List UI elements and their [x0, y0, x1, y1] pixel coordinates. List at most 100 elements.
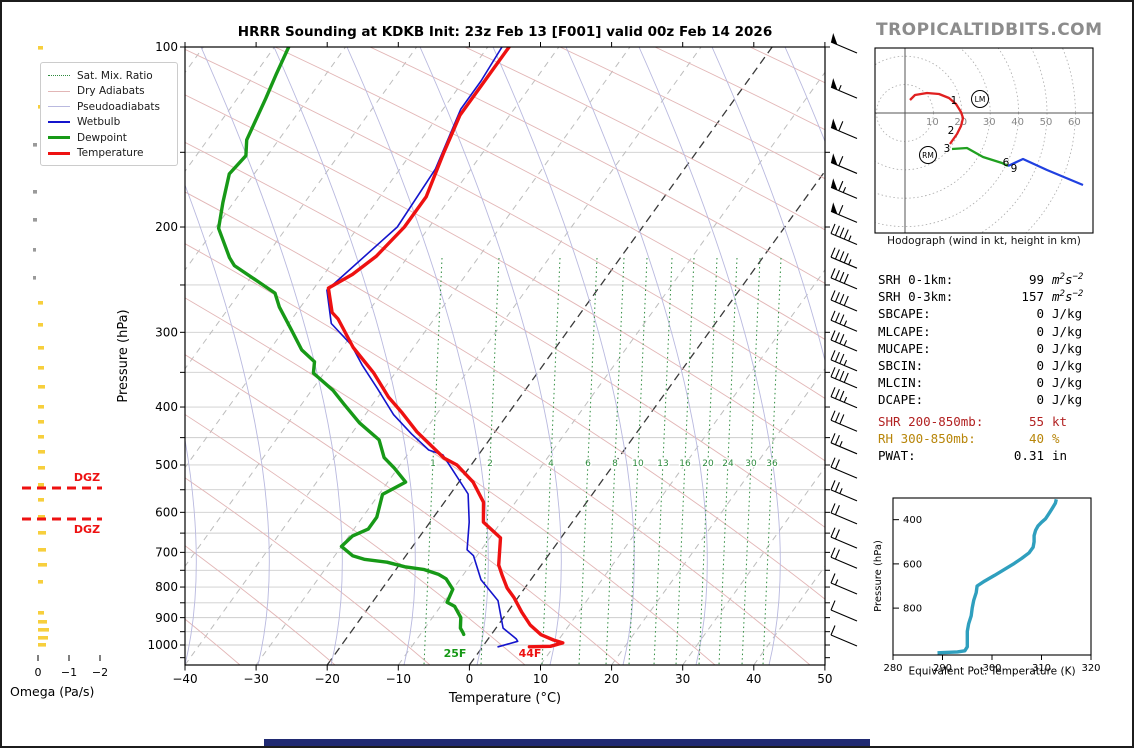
watermark-logo: TROPICALTIDBITS.COM — [876, 20, 1103, 40]
legend-item: Pseudoadiabats — [48, 99, 170, 115]
mixing-ratio-label: 20 — [702, 459, 714, 469]
stat-label: DCAPE: — [878, 392, 924, 408]
omega-tick-label: −1 — [61, 666, 77, 679]
omega-bar — [33, 143, 37, 147]
wind-barb — [830, 118, 858, 140]
pressure-tick-label: 700 — [155, 546, 178, 560]
hodo-height-label: 9 — [1011, 163, 1018, 175]
omega-bar — [38, 46, 43, 50]
stat-row: RH 300-850mb: 40% — [878, 431, 1124, 448]
mixing-ratio-line — [605, 257, 625, 665]
stat-row: MLCAPE: 0 J/kg — [878, 324, 1124, 341]
omega-bar — [38, 628, 49, 632]
omega-bar — [38, 611, 44, 615]
wind-barb — [830, 202, 858, 223]
stat-label: SRH 0-1km: — [878, 272, 954, 288]
legend-item-label: Wetbulb — [77, 116, 121, 129]
page-title: HRRR Sounding at KDKB Init: 23z Feb 13 [… — [237, 24, 773, 40]
pressure-tick-label: 600 — [155, 506, 178, 520]
omega-axis-title: Omega (Pa/s) — [10, 684, 94, 699]
wind-barb — [830, 78, 858, 99]
legend-item: Temperature — [48, 146, 170, 162]
hodo-trace — [909, 91, 965, 145]
wind-barb — [830, 410, 858, 432]
surface-value-label: 44F — [519, 647, 542, 660]
stat-value: 0 — [1036, 340, 1044, 356]
stat-unit: m2s−2 — [1052, 289, 1084, 305]
wind-barb — [830, 573, 858, 595]
wind-barb-column — [830, 33, 858, 647]
legend-line-swatch — [48, 75, 70, 77]
mixing-ratio-label: 6 — [585, 459, 591, 469]
wind-barb — [830, 503, 858, 525]
omega-tick-label: −2 — [92, 666, 108, 679]
theta-e-x-tick: 310 — [1032, 663, 1051, 674]
hodo-trace — [951, 146, 1009, 168]
hodo-height-label: 3 — [944, 143, 951, 155]
omega-bar — [38, 483, 44, 487]
hodo-height-label: 1 — [951, 95, 958, 107]
legend-item-label: Dewpoint — [77, 131, 127, 144]
stat-value: 40 — [1028, 430, 1044, 446]
storm-motion-marker: LM — [975, 95, 986, 104]
omega-bar — [38, 515, 45, 519]
legend-item-label: Pseudoadiabats — [77, 100, 160, 113]
legend-box: Sat. Mix. Ratio Dry Adiabats Pseudoadiabat… — [40, 62, 178, 166]
x-tick-label: 30 — [675, 672, 690, 686]
omega-bar — [33, 276, 36, 280]
mixing-ratio-line — [698, 257, 718, 665]
x-tick-label: 0 — [466, 672, 474, 686]
mixing-ratio-label: 8 — [612, 459, 618, 469]
legend-line-swatch — [48, 121, 70, 124]
omega-bar — [38, 498, 44, 502]
stat-value: 55 — [1028, 413, 1044, 429]
mixing-ratio-line — [718, 257, 738, 665]
pressure-tick-label: 800 — [155, 580, 178, 594]
stat-unit: m2s−2 — [1052, 272, 1084, 288]
omega-bar — [38, 301, 43, 305]
omega-bar — [38, 435, 44, 439]
mixing-ratio-label: 36 — [766, 459, 778, 469]
wind-barb — [830, 178, 858, 199]
omega-bar — [38, 620, 47, 624]
stat-row: MLCIN: 0 J/kg — [878, 375, 1124, 392]
omega-bar — [38, 636, 48, 640]
stat-value: 0 — [1036, 375, 1044, 391]
wind-barb — [830, 387, 858, 409]
wind-barb — [830, 625, 858, 647]
stat-row: SBCIN: 0 J/kg — [878, 358, 1124, 375]
omega-bar — [38, 531, 46, 535]
omega-bar — [38, 450, 45, 454]
wind-barb — [830, 600, 858, 622]
wind-barb — [830, 433, 858, 455]
stat-row: SRH 0-1km: 99 m2s−2 — [878, 272, 1124, 289]
x-tick-label: −10 — [386, 672, 411, 686]
x-tick-label: 40 — [746, 672, 761, 686]
legend-line-swatch — [48, 106, 70, 108]
legend-item-label: Sat. Mix. Ratio — [77, 69, 153, 82]
hodo-trace — [1007, 157, 1084, 187]
x-tick-label: −40 — [172, 672, 197, 686]
omega-bar — [38, 323, 43, 327]
wind-barb — [830, 310, 858, 332]
stat-unit: J/kg — [1052, 340, 1083, 356]
x-axis-title: Temperature (°C) — [448, 691, 561, 706]
wind-barb — [830, 480, 858, 502]
mixing-ratio-label: 2 — [487, 459, 493, 469]
stat-row: DCAPE: 0 J/kg — [878, 392, 1124, 409]
stat-value: 0 — [1036, 323, 1044, 339]
hodo-ring-label: 40 — [1011, 117, 1024, 128]
mixing-ratio-label: 4 — [548, 459, 554, 469]
omega-bar — [38, 385, 45, 389]
wind-barb — [830, 457, 858, 479]
pressure-tick-label: 500 — [155, 458, 178, 472]
theta-e-y-tick: 600 — [903, 559, 922, 570]
hodo-ring-label: 50 — [1040, 117, 1053, 128]
theta-e-y-tick: 400 — [903, 515, 922, 526]
stat-value: 0 — [1036, 392, 1044, 408]
omega-tick-label: 0 — [35, 666, 42, 679]
stat-label: MLCAPE: — [878, 323, 931, 339]
mixing-ratio-label: 13 — [657, 459, 668, 469]
mixing-ratio-label: 10 — [632, 459, 644, 469]
hodo-ring-label: 30 — [983, 117, 996, 128]
